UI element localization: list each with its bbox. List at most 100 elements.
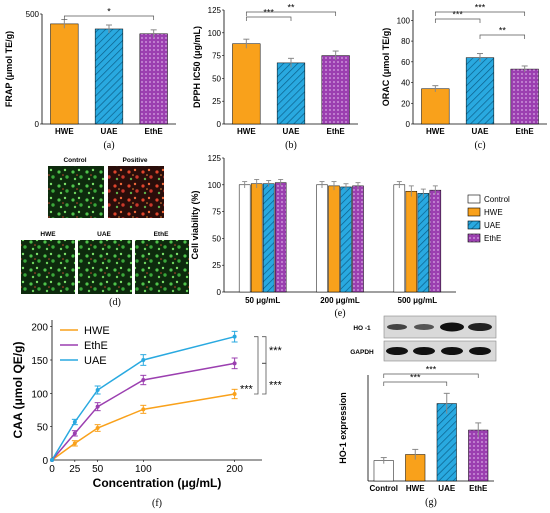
legend-label-ethe: EthE [84,340,108,352]
legend-swatch-ethe [467,233,481,243]
micrograph-ethe [135,240,189,294]
bar-ethe [321,55,350,125]
x-tick-label: 200 μg/mL [320,296,360,305]
panel-label-f: (f) [152,498,162,509]
legend-label-uae: UAE [84,355,107,367]
significance-label: ** [499,26,507,36]
bar-hwe [250,183,263,293]
y-axis-label: FRAP (μmol TE/g) [4,31,14,107]
x-tick-label: Control [370,484,398,493]
bar-uae [436,403,457,482]
panel-label-b: (b) [285,140,297,151]
y-axis-label: Cell viability (%) [190,190,200,259]
y-tick-label: 0 [35,120,40,129]
y-tick-label: 100 [208,181,222,190]
bar-uae [340,186,352,293]
bar-control [238,184,251,293]
legend-label-hwe: HWE [84,325,110,337]
significance-bracket [63,15,155,20]
charts-layer: 0 50 0 FRAP (μmol TE/g) HWE UAE EthE * (a) 0 25 50 7… [4,3,547,509]
chart-c: 0 20 40 60 80 100 ORAC (μmol TE/g) HWE UAE EthE **… [381,3,547,151]
bar-ethe [274,182,287,293]
y-tick-label: 0 [406,120,411,129]
bar-ethe [139,33,168,125]
significance-label: *** [263,8,274,18]
x-tick-label: 500 μg/mL [398,296,438,305]
y-axis-label: ORAC (μmol TE/g) [381,28,391,107]
y-tick-label: 50 [212,234,221,243]
bar-uae [417,193,430,293]
y-tick-label: 80 [401,37,410,46]
bar-uae [262,183,275,293]
legend-label-control: Control [484,195,510,204]
bar-uae [94,28,124,125]
significance-bracket [262,336,267,364]
bar-uae [465,57,495,125]
x-tick-label: HWE [406,484,425,493]
micrograph-positive [108,166,164,218]
micrograph-control [48,166,104,218]
x-tick-label: 50 μg/mL [245,296,280,305]
y-tick-label: 20 [401,99,410,108]
panel-label-e: (e) [334,308,345,319]
y-tick-label: 100 [397,16,411,25]
bar-ethe [352,185,364,293]
bar-hwe [405,190,418,293]
significance-label: * [107,7,111,17]
panel-label-c: (c) [474,140,485,151]
significance-label: *** [269,345,283,357]
y-tick-label: 50 [212,74,221,83]
bar-hwe [421,88,450,125]
significance-bracket [434,18,481,23]
micrograph-hwe [21,240,75,294]
y-tick-label: 25 [212,97,221,106]
x-tick-label: 50 [92,464,104,475]
bar-hwe [50,23,79,125]
legend-e: Control HWE UAE EthE [467,194,510,243]
significance-label: ** [287,3,295,13]
y-tick-label: 100 [208,29,222,38]
significance-bracket [262,362,267,395]
significance-bracket [434,11,526,16]
x-tick-label: UAE [283,127,301,136]
bar-ethe [429,189,442,293]
significance-label: *** [240,384,254,396]
y-tick-label: 75 [212,52,221,61]
western-blot: HO -1 GAPDH [350,315,497,362]
panel-label-a: (a) [103,140,114,151]
x-tick-label: HWE [55,127,74,136]
x-tick-label: UAE [438,484,456,493]
x-tick-label: UAE [472,127,490,136]
x-tick-label: EthE [469,484,488,493]
legend-swatch-uae [467,220,481,230]
y-axis-label: DPPH IC50 (μg/mL) [192,26,202,108]
y-axis-label: CAA (μmol QE/g) [11,342,25,439]
significance-bracket [245,11,337,16]
blot-label-ho1: HO -1 [353,325,371,332]
legend-label-ethe: EthE [484,234,501,243]
blot-label-gapdh: GAPDH [350,349,374,356]
panel-label-g: (g) [425,497,437,508]
y-tick-label: 200 [31,323,48,334]
bar-ethe [468,429,489,482]
significance-bracket [245,16,292,21]
micrograph-uae [78,240,132,294]
x-tick-label: 0 [49,464,55,475]
panel-label-d: (d) [109,297,121,308]
y-tick-label: 125 [208,154,222,163]
legend-label-uae: UAE [484,221,500,230]
significance-bracket [479,34,526,39]
significance-bracket [383,381,448,386]
micrograph-panel: Control Positive HWE UAE EthE (d) [21,157,189,308]
significance-label: *** [452,10,463,20]
chart-a: 0 500 FRAP (μmol TE/g) HWE UAE EthE * (a) [4,7,176,151]
chart-f: 0 50 100 150 200 0 25 50 100 200 Concentration (μg… [11,320,283,509]
y-tick-label: 25 [212,261,221,270]
significance-bracket [383,373,479,378]
significance-bracket [254,336,259,395]
y-tick-label: 125 [208,6,222,15]
chart-e: 0 25 50 75 100 125 Cell viability (%) 50 μg/mL 2… [190,154,456,319]
x-tick-label: HWE [237,127,256,136]
blot-gapdh-frame [383,340,497,362]
x-tick-label: 100 [135,464,152,475]
